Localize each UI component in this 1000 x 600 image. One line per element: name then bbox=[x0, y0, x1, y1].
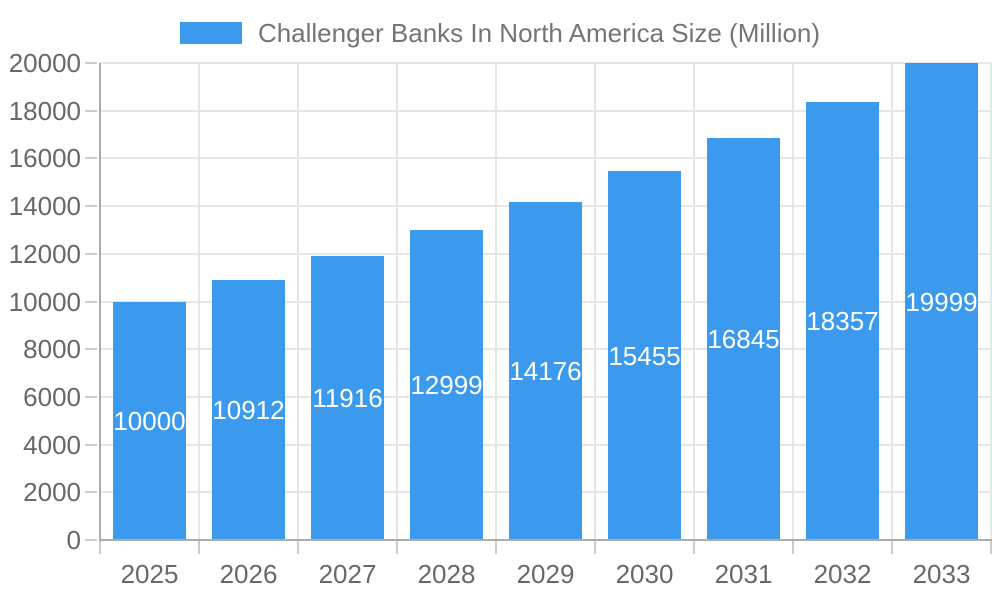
y-axis-tick bbox=[85, 348, 97, 351]
x-axis-tick bbox=[99, 541, 101, 554]
bar-value-label: 18357 bbox=[806, 306, 879, 337]
bar bbox=[707, 138, 780, 540]
x-axis-tick bbox=[198, 541, 200, 554]
y-axis-tick bbox=[85, 539, 97, 541]
y-axis-tick bbox=[85, 205, 97, 208]
y-axis-tick bbox=[85, 395, 97, 398]
y-axis-tick-label: 10000 bbox=[8, 286, 81, 317]
bar-value-label: 15455 bbox=[608, 340, 681, 371]
y-axis-tick bbox=[85, 157, 97, 160]
gridline-vertical bbox=[198, 63, 200, 540]
bar-value-label: 10000 bbox=[113, 405, 186, 436]
y-axis-tick-label: 4000 bbox=[23, 429, 81, 460]
y-axis-tick-label: 12000 bbox=[8, 238, 81, 269]
y-axis-tick-label: 2000 bbox=[23, 477, 81, 508]
y-axis-tick-label: 20000 bbox=[8, 48, 81, 78]
y-axis-tick bbox=[85, 491, 97, 494]
y-axis-tick-label: 16000 bbox=[8, 143, 81, 174]
x-axis-tick-label: 2027 bbox=[318, 559, 377, 589]
gridline-vertical bbox=[693, 63, 695, 540]
y-axis-tick-label: 8000 bbox=[23, 334, 81, 365]
bar bbox=[311, 255, 384, 540]
x-axis-tick-label: 2033 bbox=[912, 559, 971, 589]
y-axis-tick-label: 18000 bbox=[8, 95, 81, 126]
x-axis-tick-label: 2031 bbox=[714, 559, 773, 589]
y-axis-tick bbox=[85, 443, 97, 446]
bar bbox=[212, 279, 285, 540]
y-axis-tick bbox=[85, 62, 97, 64]
bar-value-label: 19999 bbox=[905, 286, 978, 317]
y-axis-tick bbox=[85, 109, 97, 112]
gridline-vertical bbox=[495, 63, 497, 540]
x-axis-tick bbox=[495, 541, 497, 554]
y-axis-line bbox=[99, 63, 101, 542]
y-axis-tick-label: 0 bbox=[66, 525, 81, 555]
x-axis-tick-label: 2028 bbox=[417, 559, 476, 589]
gridline-vertical bbox=[594, 63, 596, 540]
bar-value-label: 16845 bbox=[707, 324, 780, 355]
gridline-vertical bbox=[297, 63, 299, 540]
x-axis-tick bbox=[396, 541, 398, 554]
gridline-vertical bbox=[396, 63, 398, 540]
legend-swatch-icon bbox=[179, 22, 242, 44]
gridline-horizontal bbox=[100, 157, 991, 160]
bar bbox=[608, 171, 681, 540]
bar bbox=[905, 63, 978, 540]
bar-value-label: 12999 bbox=[410, 369, 483, 400]
bar-value-label: 14176 bbox=[509, 355, 582, 386]
bar-value-label: 11916 bbox=[312, 382, 383, 413]
x-axis-tick-label: 2026 bbox=[219, 559, 278, 589]
x-axis-tick-label: 2030 bbox=[615, 559, 674, 589]
x-axis-tick bbox=[693, 541, 695, 554]
x-axis-tick bbox=[891, 541, 893, 554]
x-axis-tick-label: 2025 bbox=[120, 559, 179, 589]
bar bbox=[806, 102, 879, 540]
x-axis-tick bbox=[990, 541, 992, 554]
x-axis-tick bbox=[594, 541, 596, 554]
x-axis-tick-label: 2029 bbox=[516, 559, 575, 589]
gridline-vertical bbox=[990, 63, 992, 540]
bar-value-label: 10912 bbox=[212, 394, 285, 425]
bar bbox=[509, 201, 582, 540]
bar bbox=[410, 229, 483, 540]
y-axis-tick bbox=[85, 252, 97, 255]
x-axis-tick-label: 2032 bbox=[813, 559, 872, 589]
x-axis-tick bbox=[297, 541, 299, 554]
y-axis-tick bbox=[85, 300, 97, 303]
y-axis-tick-label: 6000 bbox=[23, 381, 81, 412]
chart-title: Challenger Banks In North America Size (… bbox=[257, 17, 821, 48]
gridline-vertical bbox=[792, 63, 794, 540]
x-axis-line bbox=[99, 539, 992, 541]
gridline-horizontal bbox=[100, 109, 991, 112]
x-axis-tick bbox=[792, 541, 794, 554]
y-axis-tick-label: 14000 bbox=[8, 191, 81, 222]
bar bbox=[113, 301, 186, 540]
chart-legend-item[interactable]: Challenger Banks In North America Size (… bbox=[0, 14, 1000, 52]
gridline-horizontal bbox=[100, 62, 991, 64]
gridline-vertical bbox=[891, 63, 893, 540]
